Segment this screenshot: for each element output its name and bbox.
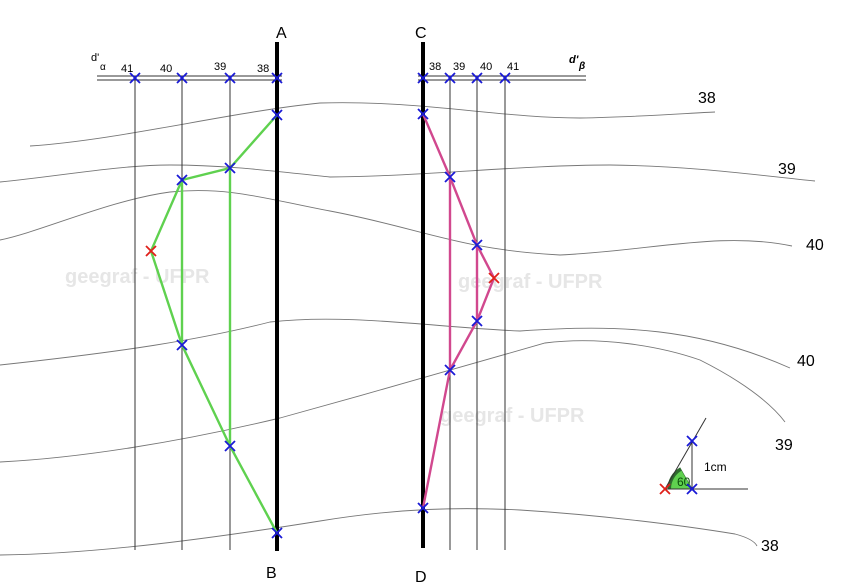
angle-ray-line: [664, 417, 707, 490]
trace-beta-label: d': [569, 54, 579, 66]
tick-beta-41: 41: [507, 61, 519, 73]
contour-line-39-top: [0, 164, 816, 183]
watermark-right: geegraf - UFPR: [458, 271, 603, 293]
contour-label-40-top: 40: [806, 237, 824, 254]
trace-bars: [97, 75, 586, 81]
contour-label-38-top: 38: [698, 90, 716, 107]
tick-alpha-38: 38: [257, 63, 269, 75]
length-label: 1cm: [704, 460, 727, 474]
marker-x-icon: [417, 502, 429, 514]
marker-x-icon: [176, 72, 188, 84]
contour-line-40-bottom: [0, 318, 791, 369]
marker-x-icon: [686, 435, 698, 447]
marker-x-icon: [271, 109, 283, 121]
extreme-marker-x-icon: [145, 245, 157, 257]
contour-line-39-bottom: [0, 340, 786, 463]
angle-legend: 60 1cm: [664, 417, 748, 490]
point-label-C: C: [415, 25, 427, 42]
contour-line-38-bottom: [0, 508, 758, 556]
extreme-markers: [145, 245, 671, 495]
trace-alpha-label: d': [91, 52, 99, 64]
profile-alpha-outline: [149, 114, 279, 534]
angle-value-label: 60: [677, 475, 691, 489]
contour-label-39-bottom: 39: [775, 437, 793, 454]
point-label-A: A: [276, 25, 287, 42]
marker-x-icon: [471, 315, 483, 327]
watermark-bottom: geegraf - UFPR: [440, 405, 585, 427]
marker-x-icon: [444, 72, 456, 84]
marker-x-icon: [417, 108, 429, 120]
tick-beta-40: 40: [480, 61, 492, 73]
marker-x-icon: [176, 174, 188, 186]
trace-alpha-subscript: α: [100, 62, 106, 73]
marker-x-icon: [176, 339, 188, 351]
contour-label-39-top: 39: [778, 161, 796, 178]
watermark-left: geegraf - UFPR: [65, 266, 210, 288]
contour-line-40-top: [0, 190, 793, 256]
tick-alpha-39: 39: [214, 61, 226, 73]
profile-alpha: [149, 114, 279, 534]
contour-line-38-top: [29, 102, 716, 147]
trace-beta-subscript: β: [578, 61, 585, 72]
marker-x-icon: [444, 171, 456, 183]
tick-alpha-40: 40: [160, 63, 172, 75]
marker-x-icon: [271, 72, 283, 84]
extreme-marker-x-icon: [488, 272, 500, 284]
marker-x-icon: [686, 483, 698, 495]
marker-x-icon: [129, 72, 141, 84]
extreme-marker-x-icon: [659, 483, 671, 495]
tick-beta-39: 39: [453, 61, 465, 73]
marker-x-icon: [471, 72, 483, 84]
marker-x-icon: [224, 440, 236, 452]
point-label-B: B: [266, 565, 277, 582]
marker-x-icon: [444, 364, 456, 376]
intersection-markers: [129, 72, 698, 539]
contour-lines: [0, 102, 816, 556]
marker-x-icon: [224, 72, 236, 84]
contour-label-38-bottom: 38: [761, 538, 779, 555]
marker-x-icon: [417, 72, 429, 84]
tick-beta-38: 38: [429, 61, 441, 73]
contour-label-40-bottom: 40: [797, 353, 815, 370]
marker-x-icon: [271, 527, 283, 539]
tick-alpha-41: 41: [121, 63, 133, 75]
point-label-D: D: [415, 569, 427, 586]
marker-x-icon: [471, 239, 483, 251]
marker-x-icon: [224, 162, 236, 174]
marker-x-icon: [499, 72, 511, 84]
